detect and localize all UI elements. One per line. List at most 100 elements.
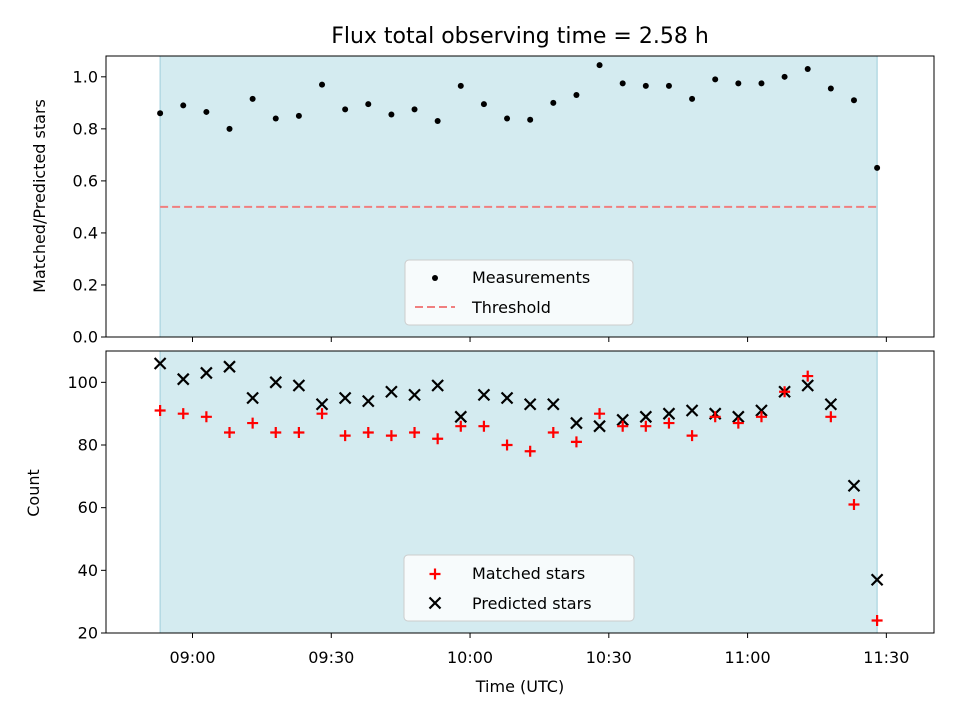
predicted-stars-point [685, 404, 699, 417]
measurement-point [804, 66, 811, 73]
predicted-stars-point [570, 416, 583, 430]
legend-measurements-label: Measurements [472, 268, 590, 287]
predicted-stars-point [315, 397, 329, 411]
matched-stars-point [732, 417, 744, 429]
top-legend: Measurements Threshold [404, 259, 634, 326]
predicted-stars-point [547, 397, 560, 411]
predicted-stars-point [454, 410, 468, 424]
predicted-stars-point [755, 404, 768, 417]
bottom-panel: 20 40 60 80 100 09:00 09:30 10:00 10:30 11:00 11:3… [67, 350, 935, 667]
predicted-stars-point [801, 379, 814, 392]
measurement-point [689, 95, 696, 102]
matched-stars-point [640, 420, 652, 432]
bottom-ytick-label: 20 [78, 624, 98, 643]
measurement-point [388, 111, 395, 118]
predicted-stars-point [824, 397, 838, 411]
measurement-point [457, 82, 464, 89]
xtick-label: 09:30 [308, 648, 354, 667]
top-panel: 0.0 0.2 0.4 0.6 0.8 1.0 Measurements Threshold [73, 55, 935, 347]
measurement-point [249, 95, 256, 102]
chart-title: Flux total observing time = 2.58 h [331, 24, 709, 49]
matched-stars-point [686, 430, 698, 442]
measurement-point [850, 97, 857, 104]
matched-stars-point [385, 430, 397, 442]
predicted-stars-point [176, 372, 190, 386]
measurement-point [550, 99, 557, 106]
bottom-ytick-label: 80 [78, 436, 98, 455]
measurement-point [665, 82, 672, 89]
predicted-stars-point [408, 388, 421, 402]
measurement-point [712, 76, 719, 83]
matched-stars-point [316, 408, 328, 420]
predicted-stars-point [269, 376, 283, 389]
bottom-ytick-label: 40 [78, 561, 98, 580]
matched-stars-point [547, 426, 559, 438]
matched-stars-point [524, 445, 536, 457]
predicted-stars-point [593, 419, 606, 433]
predicted-stars-point [246, 391, 259, 405]
bottom-ytick-label: 60 [78, 498, 98, 517]
predicted-stars-point [223, 360, 236, 373]
xtick-label: 11:30 [863, 648, 909, 667]
measurement-point [735, 80, 742, 87]
predicted-stars-point [385, 385, 398, 399]
predicted-stars-point [153, 357, 167, 370]
matched-stars-point [709, 411, 721, 423]
measurement-point [319, 81, 326, 88]
measurement-point [157, 110, 164, 117]
top-ytick-label: 0.2 [73, 275, 98, 294]
measurement-point [573, 92, 580, 99]
matched-stars-point [177, 408, 189, 420]
legend-predicted-marker [428, 596, 442, 610]
measurement-point [596, 62, 603, 69]
measurement-point [642, 82, 649, 89]
matched-stars-point [455, 420, 467, 432]
bottom-axes-frame [105, 350, 935, 634]
matched-stars-point [663, 417, 675, 429]
legend-matched-label: Matched stars [472, 564, 585, 583]
predicted-stars-point [292, 379, 306, 392]
top-ytick-label: 0.4 [73, 223, 98, 242]
legend-predicted-label: Predicted stars [472, 594, 592, 613]
matched-stars-point [779, 386, 791, 398]
matched-stars-point [848, 499, 860, 511]
legend-measurements-marker [432, 275, 438, 281]
matched-stars-point [224, 426, 236, 438]
matched-stars-point [594, 408, 606, 420]
matched-stars-point [501, 439, 513, 451]
measurement-point [527, 116, 534, 123]
measurement-point [295, 112, 302, 119]
bottom-ytick-label: 100 [67, 373, 98, 392]
matched-stars-point [270, 426, 282, 438]
x-axis-label: Time (UTC) [475, 677, 564, 696]
measurement-point [434, 118, 441, 125]
top-legend-box [404, 259, 634, 326]
matched-stars-point [617, 420, 629, 432]
matched-stars-point [570, 436, 582, 448]
matched-stars-point [409, 426, 421, 438]
matched-stars-point [825, 411, 837, 423]
predicted-stars-point [870, 573, 884, 587]
predicted-stars-point [338, 391, 352, 405]
measurement-point [365, 101, 372, 108]
top-ytick-label: 0.8 [73, 119, 98, 138]
measurement-point [226, 125, 233, 132]
measurement-point [272, 115, 279, 122]
xtick-label: 10:00 [447, 648, 493, 667]
top-ytick-label: 0.0 [73, 328, 98, 347]
matched-stars-point [293, 426, 305, 438]
measurement-point [411, 106, 418, 113]
predicted-stars-point [732, 410, 745, 424]
matched-stars-point [362, 426, 374, 438]
bottom-legend: Matched stars Predicted stars [403, 554, 635, 622]
measurement-point [180, 102, 187, 109]
measurement-point [619, 80, 626, 87]
predicted-stars-point [500, 391, 514, 405]
predicted-stars-point [361, 394, 375, 408]
matched-stars-point [154, 405, 166, 417]
predicted-stars-point [477, 388, 491, 402]
matched-stars-point [755, 411, 767, 423]
matched-stars-point [432, 433, 444, 445]
legend-matched-marker [429, 568, 441, 580]
